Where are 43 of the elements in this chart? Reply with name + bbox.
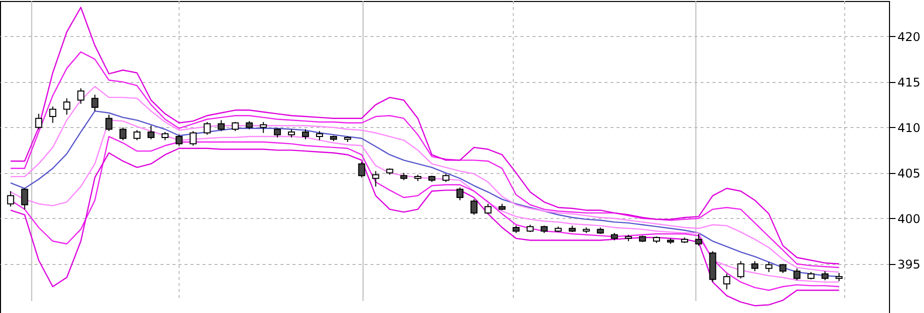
y-tick-label: 405 xyxy=(898,166,920,180)
line-series xyxy=(10,86,840,273)
candlestick xyxy=(204,121,211,136)
candlestick xyxy=(77,88,84,104)
candlestick xyxy=(695,233,702,246)
y-tick-label: 420 xyxy=(898,30,920,44)
candlestick xyxy=(190,130,197,146)
candlestick xyxy=(302,128,309,140)
candlestick xyxy=(274,128,281,138)
candlestick xyxy=(723,273,730,290)
candlestick xyxy=(372,170,380,188)
candlestick xyxy=(751,260,758,272)
candlestick xyxy=(7,190,14,208)
candlestick xyxy=(21,188,28,210)
candlestick xyxy=(148,125,155,140)
candlestick xyxy=(218,120,225,132)
candlestick xyxy=(765,262,772,273)
candlestick xyxy=(232,121,239,132)
candlestick xyxy=(133,130,140,141)
candlestick xyxy=(484,203,492,214)
candlestick xyxy=(779,263,786,274)
y-tick-label: 395 xyxy=(898,257,920,272)
candlestick xyxy=(119,126,126,141)
candlestick xyxy=(316,130,324,141)
candlestick xyxy=(793,268,800,281)
candlestick xyxy=(822,270,829,281)
candlestick xyxy=(470,198,478,216)
candlestick xyxy=(456,186,464,201)
candlestick xyxy=(49,106,56,124)
y-tick-label: 415 xyxy=(898,75,920,90)
candlestick xyxy=(105,114,112,132)
line-series xyxy=(10,6,840,264)
candlestick xyxy=(63,98,70,116)
candlestick xyxy=(260,121,267,134)
y-tick-label: 410 xyxy=(898,120,920,135)
candlestick xyxy=(737,260,744,279)
line-series xyxy=(10,51,840,268)
candlestick xyxy=(35,113,42,130)
candlestick xyxy=(91,94,98,112)
candlestick xyxy=(176,134,183,146)
y-tick-label: 400 xyxy=(898,212,920,226)
line-series xyxy=(10,148,840,306)
candlestick xyxy=(358,162,366,178)
